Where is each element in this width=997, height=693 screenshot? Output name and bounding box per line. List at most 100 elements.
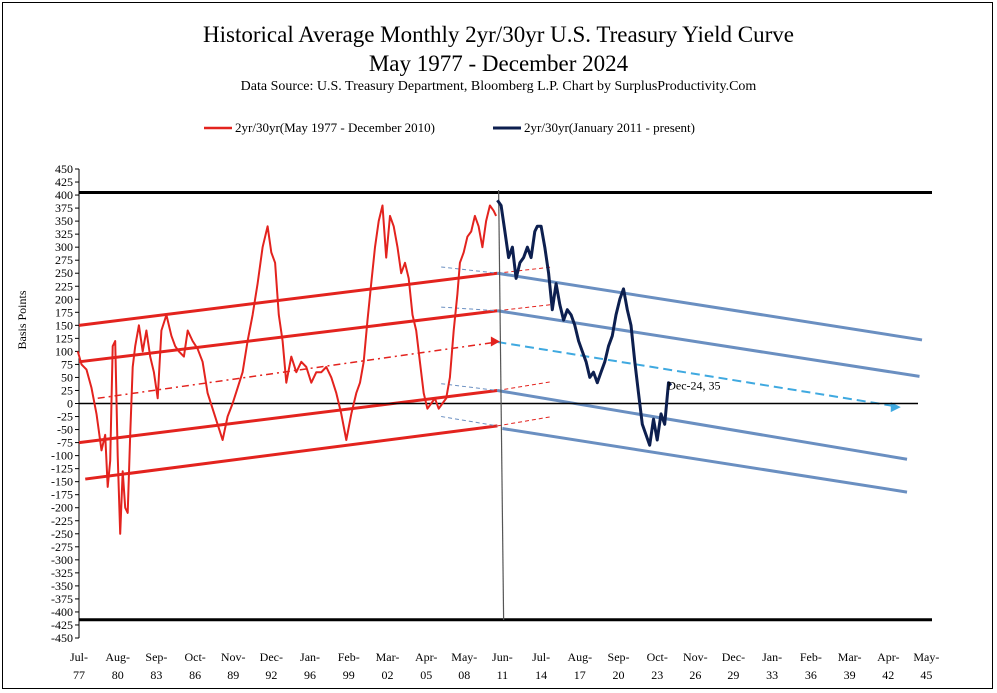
x-tick-label-top: Jul- xyxy=(532,650,550,664)
y-tick-label: 150 xyxy=(55,318,73,332)
y-tick-label: 425 xyxy=(55,175,73,189)
x-tick-label-bottom: 11 xyxy=(497,668,509,682)
x-tick-label-bottom: 80 xyxy=(112,668,124,682)
annotation-last-value: Dec-24, 35 xyxy=(667,378,720,392)
series-line-1977-2010 xyxy=(76,204,498,535)
y-tick-label: 400 xyxy=(55,188,73,202)
x-tick-label-bottom: 26 xyxy=(689,668,701,682)
y-tick-label: 325 xyxy=(55,227,73,241)
series-line-2011-present xyxy=(496,199,673,447)
legend: 2yr/30yr(May 1977 - December 2010) 2yr/3… xyxy=(204,120,695,135)
y-tick-label: 250 xyxy=(55,266,73,280)
x-tick-label-bottom: 92 xyxy=(265,668,277,682)
chart-title: Historical Average Monthly 2yr/30yr U.S.… xyxy=(203,22,794,47)
chart-subtitle: May 1977 - December 2024 xyxy=(368,51,629,76)
red-midline-arrowhead xyxy=(490,336,500,347)
y-tick-label: 100 xyxy=(55,344,73,358)
y-tick-label: -300 xyxy=(51,553,73,567)
series-lines xyxy=(76,199,673,535)
y-tick-label: 350 xyxy=(55,214,73,228)
x-tick-label-top: Sep- xyxy=(608,650,630,664)
x-tick-label-top: Apr- xyxy=(415,650,437,664)
y-tick-label: 225 xyxy=(55,279,73,293)
legend-label-red: 2yr/30yr(May 1977 - December 2010) xyxy=(235,120,435,135)
y-tick-label: 275 xyxy=(55,253,73,267)
x-tick-label-top: Aug- xyxy=(105,650,130,664)
x-tick-label-top: Mar- xyxy=(376,650,400,664)
chart-source: Data Source: U.S. Treasury Department, B… xyxy=(240,79,757,94)
y-tick-label: -50 xyxy=(57,423,73,437)
y-tick-label: -350 xyxy=(51,579,73,593)
y-tick-label: -25 xyxy=(57,410,73,424)
y-tick-label: -425 xyxy=(51,618,73,632)
x-tick-label-top: Oct- xyxy=(184,650,205,664)
x-tick-label-bottom: 02 xyxy=(381,668,393,682)
x-axis: Jul- 77 Aug- 80 Sep- 83 Oct- 86 Nov- 89 Dec- 92 Jan-… xyxy=(70,650,939,682)
x-tick-label-bottom: 45 xyxy=(920,668,932,682)
blue-midline-arrowhead xyxy=(890,402,901,413)
x-tick-label-bottom: 14 xyxy=(535,668,547,682)
blue-channel-top xyxy=(497,271,923,342)
x-tick-label-top: May- xyxy=(451,650,477,664)
x-tick-label-bottom: 42 xyxy=(882,668,894,682)
x-tick-label-top: Feb- xyxy=(338,650,360,664)
x-tick-label-bottom: 36 xyxy=(805,668,817,682)
y-tick-label: -250 xyxy=(51,527,73,541)
x-tick-label-bottom: 86 xyxy=(189,668,201,682)
y-tick-label: 175 xyxy=(55,305,73,319)
x-tick-label-bottom: 77 xyxy=(73,668,85,682)
y-tick-label: -225 xyxy=(51,514,73,528)
y-tick-label: -450 xyxy=(51,631,73,645)
x-tick-label-top: Aug- xyxy=(567,650,592,664)
x-tick-label-top: Nov- xyxy=(683,650,708,664)
x-tick-label-top: Nov- xyxy=(221,650,246,664)
red-extension-top xyxy=(497,266,553,274)
x-tick-label-bottom: 29 xyxy=(727,668,739,682)
red-channel-bottom xyxy=(85,424,498,481)
x-tick-label-bottom: 20 xyxy=(613,668,625,682)
red-channel-lower xyxy=(78,388,498,445)
blue-channel-lower xyxy=(497,388,908,461)
blue-extension-top xyxy=(441,266,498,274)
split-line-2011 xyxy=(498,189,505,621)
blue-extension-bottom xyxy=(441,416,498,427)
x-tick-label-top: Jan- xyxy=(300,650,320,664)
y-tick-label: 25 xyxy=(61,383,73,397)
blue-channel-upper xyxy=(497,309,920,378)
x-tick-label-top: Jun- xyxy=(492,650,513,664)
blue-extension-upper xyxy=(441,306,498,312)
red-extension-lower xyxy=(497,381,553,391)
y-tick-label: -400 xyxy=(51,605,73,619)
red-channel-top xyxy=(78,271,498,327)
x-tick-label-bottom: 33 xyxy=(766,668,778,682)
x-tick-label-top: Jan- xyxy=(762,650,782,664)
red-extension-upper xyxy=(497,303,553,312)
y-tick-label: 75 xyxy=(61,357,73,371)
y-tick-label: -175 xyxy=(51,488,73,502)
x-tick-label-bottom: 99 xyxy=(343,668,355,682)
y-tick-label: 125 xyxy=(55,331,73,345)
x-tick-label-bottom: 83 xyxy=(150,668,162,682)
x-tick-label-top: Feb- xyxy=(800,650,822,664)
y-tick-label: 375 xyxy=(55,201,73,215)
x-tick-label-bottom: 08 xyxy=(458,668,470,682)
x-tick-label-top: Oct- xyxy=(647,650,668,664)
legend-label-blue: 2yr/30yr(January 2011 - present) xyxy=(524,120,695,135)
y-axis-label: Basis Points xyxy=(15,290,29,349)
y-tick-label: -325 xyxy=(51,566,73,580)
x-tick-label-bottom: 96 xyxy=(304,668,316,682)
x-tick-label-bottom: 23 xyxy=(651,668,663,682)
y-tick-label: 450 xyxy=(55,162,73,176)
x-tick-label-top: Mar- xyxy=(838,650,862,664)
x-tick-label-bottom: 39 xyxy=(844,668,856,682)
y-tick-label: 50 xyxy=(61,370,73,384)
x-tick-label-bottom: 17 xyxy=(574,668,586,682)
trend-channels xyxy=(78,266,923,494)
red-extension-bottom xyxy=(497,416,553,427)
x-tick-label-bottom: 89 xyxy=(227,668,239,682)
x-tick-label-bottom: 05 xyxy=(420,668,432,682)
x-tick-label-top: May- xyxy=(913,650,939,664)
x-tick-label-top: Dec- xyxy=(260,650,283,664)
